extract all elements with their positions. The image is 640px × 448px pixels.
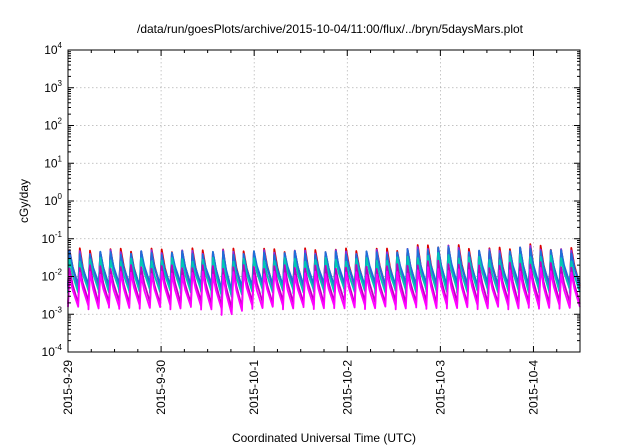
y-tick-label: 10-2 (42, 268, 63, 284)
series-group (67, 243, 581, 316)
y-tick-label: 10-1 (42, 230, 63, 246)
y-tick-label: 10-3 (42, 305, 63, 321)
x-tick-label: 2015-10-4 (526, 360, 540, 415)
y-tick-labels: 10-4 10-3 10-2 10-1 100 101 102 103 104 (42, 41, 63, 359)
x-tick-label: 2015-9-30 (154, 360, 168, 415)
y-tick-label: 101 (44, 154, 62, 170)
chart-title: /data/run/goesPlots/archive/2015-10-04/1… (137, 22, 524, 36)
x-tick-label: 2015-10-1 (247, 360, 261, 415)
y-tick-label: 102 (44, 117, 62, 133)
axis-ticks (67, 49, 580, 353)
y-tick-label: 100 (44, 192, 62, 208)
y-tick-label: 10-4 (42, 343, 63, 359)
x-tick-label: 2015-10-3 (433, 360, 447, 415)
y-tick-label: 103 (44, 79, 62, 95)
x-tick-labels: 2015-9-29 2015-9-30 2015-10-1 2015-10-2 2015… (61, 360, 540, 415)
y-axis-label: cGy/day (17, 179, 31, 223)
x-axis-label: Coordinated Universal Time (UTC) (232, 431, 416, 445)
x-tick-label: 2015-10-2 (340, 360, 354, 415)
series-line-6 (67, 266, 581, 316)
x-tick-label: 2015-9-29 (61, 360, 75, 415)
y-tick-label: 104 (44, 41, 62, 57)
